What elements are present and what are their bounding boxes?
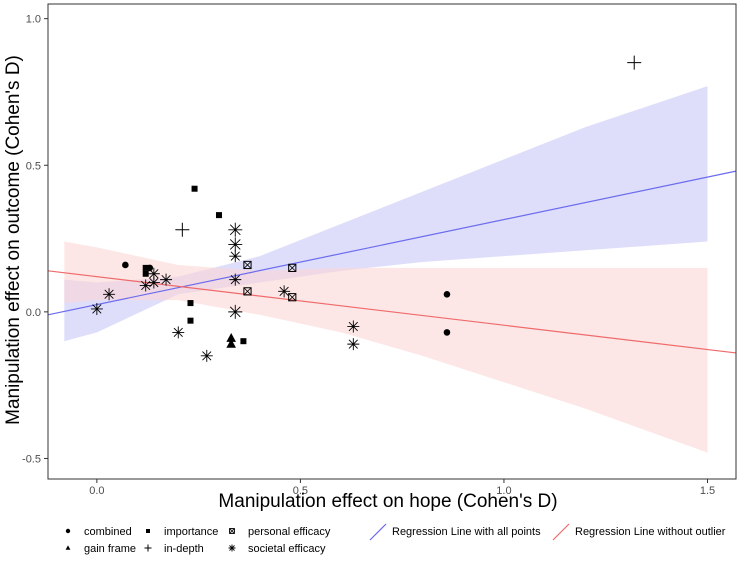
point-square — [215, 212, 222, 219]
legend-label: Regression Line without outlier — [575, 526, 726, 538]
point-square — [142, 264, 149, 271]
data-points — [90, 55, 642, 362]
series-importance — [142, 185, 247, 345]
point-square — [240, 338, 247, 345]
legend-item-in-depth: in-depth — [144, 543, 204, 555]
legend-line-swatch — [369, 523, 387, 541]
y-tick-label: 0.0 — [26, 307, 41, 319]
legend-item-regression-2: Regression Line without outlier — [552, 523, 726, 541]
legend-label: personal efficacy — [248, 526, 331, 538]
series-gain-frame — [226, 333, 236, 348]
point-asterisk — [229, 250, 242, 263]
point-asterisk — [172, 326, 185, 339]
point-boxtimes — [243, 287, 252, 296]
point-asterisk — [160, 273, 173, 286]
x-axis: 0.0 0.5 1.0 1.5 — [89, 479, 715, 497]
point-asterisk — [103, 288, 116, 301]
regression-line-2 — [47, 270, 737, 354]
point-asterisk — [90, 302, 103, 315]
point-triangle — [226, 338, 236, 348]
legend-item-importance: importance — [146, 526, 218, 538]
series-personal-efficacy — [243, 260, 297, 302]
legend-line-swatch — [552, 523, 570, 541]
point-asterisk — [229, 273, 242, 286]
y-axis-title: Manipulation effect on outcome (Cohen's … — [3, 55, 24, 425]
point-triangle — [226, 333, 236, 342]
point-asterisk — [347, 320, 360, 333]
point-boxtimes — [288, 263, 297, 272]
point-boxtimes — [288, 293, 297, 302]
point-square — [191, 185, 198, 192]
point-asterisk — [228, 222, 243, 237]
point-square — [187, 317, 194, 324]
point-square — [142, 270, 149, 277]
regression-line-1 — [47, 170, 737, 316]
point-plus — [175, 222, 190, 237]
legend-label: gain frame — [84, 543, 136, 555]
confidence-band-2 — [64, 241, 708, 453]
point-plus — [627, 55, 642, 70]
legend-item-personal-efficacy: personal efficacy — [229, 526, 331, 538]
regression-lines — [47, 170, 737, 354]
point-asterisk — [228, 237, 243, 252]
point-circle — [122, 261, 129, 269]
x-tick-label: 0.5 — [293, 485, 308, 497]
y-tick-label: 1.0 — [26, 14, 41, 26]
x-tick-label: 1.5 — [700, 485, 715, 497]
point-asterisk — [147, 276, 160, 289]
confidence-bands — [64, 86, 708, 453]
point-asterisk — [147, 267, 160, 280]
point-boxtimes — [243, 260, 252, 270]
plot-panel-border — [47, 3, 737, 480]
legend-item-societal-efficacy: societal efficacy — [228, 543, 326, 555]
series-in-depth — [175, 55, 642, 237]
point-asterisk — [278, 285, 291, 298]
point-circle — [443, 290, 451, 298]
point-circle — [443, 329, 451, 336]
x-tick-label: 0.0 — [89, 485, 104, 497]
legend-label: Regression Line with all points — [392, 526, 541, 538]
legend-label: in-depth — [164, 543, 204, 555]
point-square — [187, 300, 194, 307]
series-societal-efficacy — [90, 222, 360, 362]
legend-item-combined: combined — [65, 526, 132, 538]
legend-item-gain-frame: gain frame — [65, 543, 136, 555]
y-tick-label: -0.5 — [22, 453, 41, 465]
point-asterisk — [347, 338, 360, 351]
x-tick-label: 1.0 — [496, 485, 511, 497]
legend-label: importance — [164, 526, 218, 538]
point-asterisk — [139, 279, 152, 292]
y-axis: -0.5 0.0 0.5 1.0 — [22, 14, 48, 465]
legend-item-regression-1: Regression Line with all points — [369, 523, 541, 541]
point-asterisk — [228, 304, 243, 319]
legend: combined gain frame importance in-depth pers… — [65, 523, 726, 555]
point-asterisk — [200, 349, 213, 362]
legend-label: combined — [84, 526, 132, 538]
y-tick-label: 0.5 — [26, 160, 41, 172]
x-axis-title: Manipulation effect on hope (Cohen's D) — [218, 491, 557, 512]
legend-label: societal efficacy — [248, 543, 326, 555]
